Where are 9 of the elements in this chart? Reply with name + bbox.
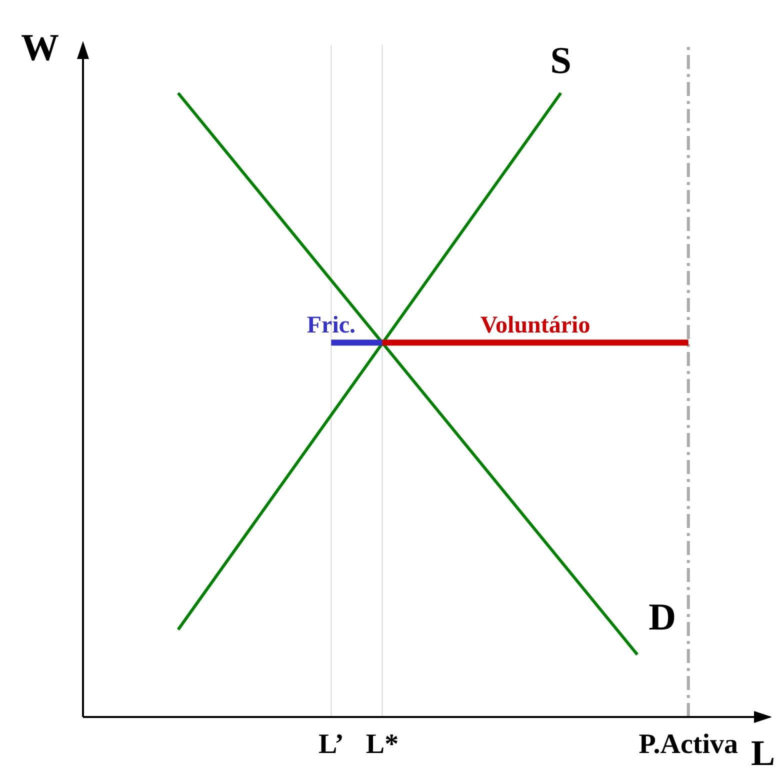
x-tick-label: L* [366,729,399,760]
series-label: Fric. [306,312,356,339]
x-tick-label: P.Activa [638,729,738,760]
x-tick-label: L’ [318,729,344,760]
x-axis-title: L [750,733,775,773]
series-label: Voluntário [480,312,590,339]
y-axis-title: W [21,27,59,69]
series-label: S [550,40,572,82]
series-label: D [648,596,676,639]
